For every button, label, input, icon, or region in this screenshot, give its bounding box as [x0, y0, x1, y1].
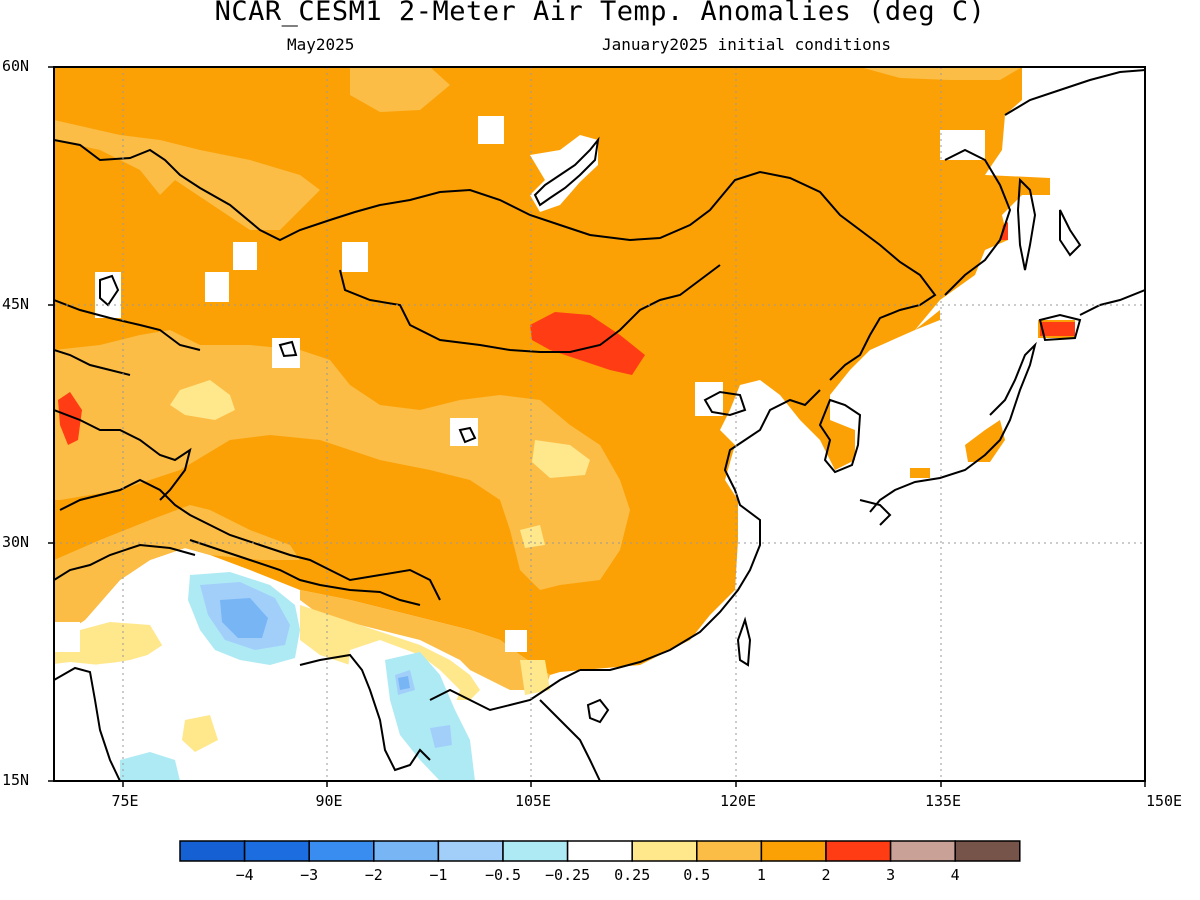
anomaly-region-1-to-2 — [54, 67, 1050, 675]
colorbar — [179, 840, 1021, 862]
colorbar-label: −1 — [429, 866, 448, 884]
colorbar-swatch — [889, 840, 956, 862]
colorbar-swatch — [179, 840, 246, 862]
gridlines — [54, 67, 1145, 781]
lon-label-105e: 105E — [514, 792, 552, 810]
colorbar-swatch — [631, 840, 698, 862]
colorbar-label: −0.25 — [545, 866, 591, 884]
colorbar-label: −0.5 — [484, 866, 522, 884]
forecast-month: May2025 — [287, 35, 355, 54]
colorbar-swatch — [243, 840, 310, 862]
lon-label-75e: 75E — [111, 792, 139, 810]
anomaly-region-2-to-3 — [530, 312, 645, 375]
colorbar-swatch — [373, 840, 440, 862]
colorbar-label: −2 — [364, 866, 383, 884]
lat-label-15n: 15N — [2, 771, 30, 789]
colorbar-label: 3 — [886, 866, 896, 884]
colorbar-label: 1 — [756, 866, 766, 884]
map-frame — [53, 66, 1146, 782]
colorbar-label: −4 — [235, 866, 254, 884]
colorbar-label: −3 — [300, 866, 319, 884]
colorbar-swatch — [437, 840, 504, 862]
colorbar-label: 2 — [821, 866, 831, 884]
colorbar-swatch — [825, 840, 892, 862]
lon-label-120e: 120E — [719, 792, 757, 810]
colorbar-label: 0.25 — [614, 866, 651, 884]
anomaly-region-0.5-to-1 — [54, 120, 320, 230]
lat-label-30n: 30N — [2, 533, 30, 551]
colorbar-swatch — [696, 840, 763, 862]
lat-label-60n: 60N — [2, 57, 30, 75]
colorbar-swatch — [308, 840, 375, 862]
lon-label-150e: 150E — [1145, 792, 1183, 810]
lon-label-90e: 90E — [315, 792, 343, 810]
chart-title: NCAR_CESM1 2-Meter Air Temp. Anomalies (… — [214, 0, 986, 27]
colorbar-swatch — [502, 840, 569, 862]
lat-label-45n: 45N — [2, 295, 30, 313]
colorbar-swatch — [954, 840, 1021, 862]
anomaly-field — [54, 67, 1145, 781]
initial-conditions: January2025 initial conditions — [602, 35, 891, 54]
axis-ticks — [48, 66, 1146, 787]
colorbar-label: 0.5 — [683, 866, 711, 884]
coastlines-and-borders — [54, 69, 1145, 781]
colorbar-swatch — [566, 840, 633, 862]
colorbar-swatch — [760, 840, 827, 862]
lon-label-135e: 135E — [924, 792, 962, 810]
colorbar-label: 4 — [950, 866, 960, 884]
